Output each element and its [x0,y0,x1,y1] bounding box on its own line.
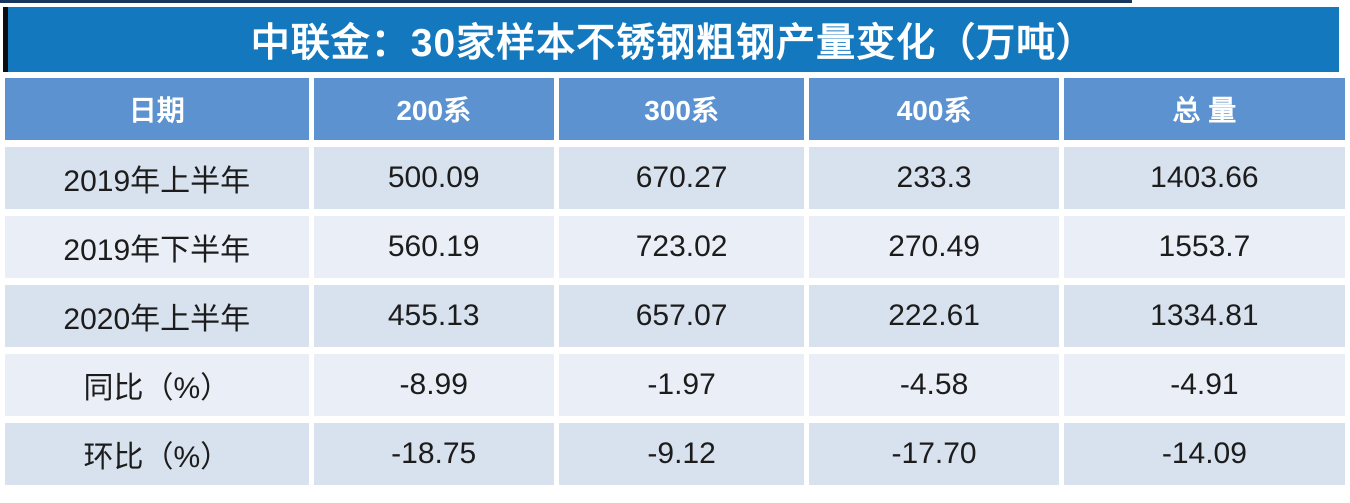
col-header-total: 总 量 [1063,78,1345,140]
cell-300: 723.02 [558,216,805,278]
cell-400: 222.61 [809,285,1059,347]
cell-400: -4.58 [809,354,1059,416]
table-title-bar: 中联金：30家样本不锈钢粗钢产量变化（万吨） [3,7,1339,72]
cell-200: -18.75 [313,423,554,485]
col-header-300-series: 300系 [558,78,805,140]
table-row-2019h1: 2019年上半年 500.09 670.27 233.3 1403.66 [5,147,1345,209]
cell-300: -1.97 [558,354,805,416]
table-title: 中联金：30家样本不锈钢粗钢产量变化（万吨） [250,21,1097,65]
cell-400: 233.3 [809,147,1059,209]
cell-200: 560.19 [313,216,554,278]
table-row-yoy: 同比（%） -8.99 -1.97 -4.58 -4.91 [5,354,1345,416]
col-header-400-series: 400系 [809,78,1059,140]
row-label: 2020年上半年 [5,285,309,347]
cell-200: 455.13 [313,285,554,347]
production-table: 日期 200系 300系 400系 总 量 2019年上半年 500.09 67… [0,71,1350,492]
cell-200: 500.09 [313,147,554,209]
table-row-mom: 环比（%） -18.75 -9.12 -17.70 -14.09 [5,423,1345,485]
cell-300: -9.12 [558,423,805,485]
cell-total: -14.09 [1063,423,1345,485]
cell-300: 670.27 [558,147,805,209]
cell-200: -8.99 [313,354,554,416]
cell-400: -17.70 [809,423,1059,485]
table-row-2020h1: 2020年上半年 455.13 657.07 222.61 1334.81 [5,285,1345,347]
row-label: 环比（%） [5,423,309,485]
row-label: 2019年下半年 [5,216,309,278]
cell-total: -4.91 [1063,354,1345,416]
cell-total: 1334.81 [1063,285,1345,347]
col-header-200-series: 200系 [313,78,554,140]
header-row: 日期 200系 300系 400系 总 量 [5,78,1345,140]
cell-total: 1553.7 [1063,216,1345,278]
col-header-date: 日期 [5,78,309,140]
cell-400: 270.49 [809,216,1059,278]
cell-300: 657.07 [558,285,805,347]
top-border-line [0,0,1132,3]
row-label: 2019年上半年 [5,147,309,209]
row-label: 同比（%） [5,354,309,416]
table-row-2019h2: 2019年下半年 560.19 723.02 270.49 1553.7 [5,216,1345,278]
cell-total: 1403.66 [1063,147,1345,209]
